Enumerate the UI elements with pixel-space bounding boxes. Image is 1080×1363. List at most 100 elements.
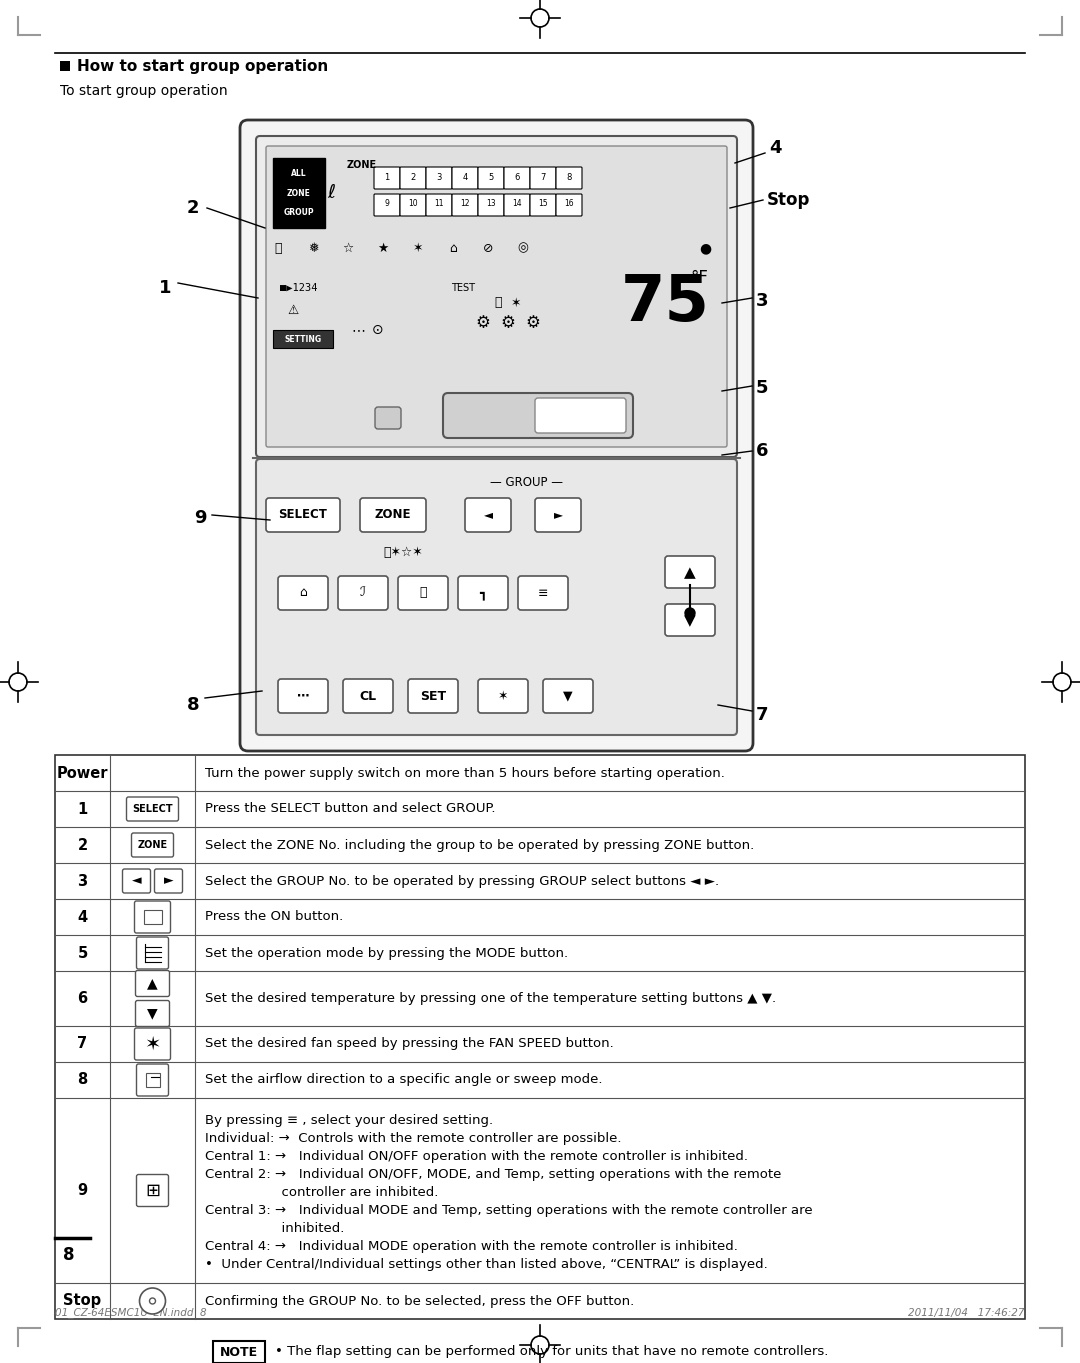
- FancyBboxPatch shape: [374, 168, 400, 189]
- Text: 5: 5: [78, 946, 87, 961]
- Text: 1: 1: [384, 173, 390, 181]
- FancyBboxPatch shape: [136, 1175, 168, 1206]
- Text: 15: 15: [538, 199, 548, 209]
- Text: 7: 7: [540, 173, 545, 181]
- FancyBboxPatch shape: [374, 194, 400, 215]
- Bar: [273, 330, 333, 348]
- Text: Central 1: →   Individual ON/OFF operation with the remote controller is inhibit: Central 1: → Individual ON/OFF operation…: [205, 1150, 748, 1163]
- Text: ■▶1234: ■▶1234: [280, 284, 318, 293]
- Bar: [273, 158, 325, 228]
- Text: 3: 3: [436, 173, 442, 181]
- Text: ⚙: ⚙: [500, 313, 515, 333]
- Bar: [213, 1341, 265, 1363]
- Text: 2011/11/04   17:46:27: 2011/11/04 17:46:27: [908, 1308, 1025, 1318]
- Text: ⚙: ⚙: [475, 313, 490, 333]
- FancyBboxPatch shape: [135, 970, 170, 996]
- FancyBboxPatch shape: [426, 168, 453, 189]
- Text: Select the GROUP No. to be operated by pressing GROUP select buttons ◄ ►.: Select the GROUP No. to be operated by p…: [205, 875, 719, 887]
- Circle shape: [685, 608, 696, 617]
- FancyBboxPatch shape: [256, 136, 737, 457]
- Text: Press the SELECT button and select GROUP.: Press the SELECT button and select GROUP…: [205, 803, 496, 815]
- Text: 8: 8: [78, 1073, 87, 1088]
- Text: 10: 10: [408, 199, 418, 209]
- FancyBboxPatch shape: [126, 797, 178, 821]
- FancyBboxPatch shape: [458, 577, 508, 611]
- Text: Stop: Stop: [64, 1293, 102, 1308]
- Text: SET: SET: [420, 690, 446, 702]
- Text: inhibited.: inhibited.: [205, 1223, 345, 1235]
- FancyBboxPatch shape: [136, 1065, 168, 1096]
- FancyBboxPatch shape: [338, 577, 388, 611]
- Text: 6: 6: [514, 173, 519, 181]
- Text: ▼: ▼: [147, 1006, 158, 1021]
- Text: 12: 12: [460, 199, 470, 209]
- Text: ▼: ▼: [563, 690, 572, 702]
- Text: ZONE: ZONE: [347, 159, 377, 170]
- Text: NOTE: NOTE: [220, 1345, 258, 1359]
- Bar: [55, 755, 1025, 1319]
- Text: ZONE: ZONE: [137, 840, 167, 851]
- Text: Stop: Stop: [767, 191, 810, 209]
- Text: — GROUP —: — GROUP —: [490, 477, 563, 489]
- Text: ★: ★: [377, 241, 389, 255]
- FancyBboxPatch shape: [266, 146, 727, 447]
- Text: 8: 8: [63, 1246, 75, 1264]
- FancyBboxPatch shape: [530, 168, 556, 189]
- Text: Ⓐ: Ⓐ: [274, 241, 282, 255]
- Text: 9: 9: [193, 508, 206, 527]
- FancyBboxPatch shape: [530, 194, 556, 215]
- FancyBboxPatch shape: [426, 194, 453, 215]
- FancyBboxPatch shape: [375, 408, 401, 429]
- Text: Ⓐ: Ⓐ: [495, 297, 502, 309]
- Text: 3: 3: [78, 874, 87, 889]
- Text: 11: 11: [434, 199, 444, 209]
- Text: ►: ►: [554, 508, 563, 522]
- Text: 5: 5: [756, 379, 768, 397]
- Text: SETTING: SETTING: [284, 334, 322, 343]
- FancyBboxPatch shape: [504, 194, 530, 215]
- Text: 75: 75: [621, 273, 710, 334]
- FancyBboxPatch shape: [504, 168, 530, 189]
- FancyBboxPatch shape: [556, 168, 582, 189]
- Text: ≡: ≡: [538, 586, 549, 600]
- Text: Set the operation mode by pressing the MODE button.: Set the operation mode by pressing the M…: [205, 946, 568, 960]
- Text: 13: 13: [486, 199, 496, 209]
- FancyBboxPatch shape: [136, 936, 168, 969]
- Text: ✶: ✶: [511, 297, 522, 309]
- Text: ❅: ❅: [308, 241, 319, 255]
- Text: ⎙: ⎙: [419, 586, 427, 600]
- Text: Central 3: →   Individual MODE and Temp, setting operations with the remote cont: Central 3: → Individual MODE and Temp, s…: [205, 1204, 812, 1217]
- Text: 2: 2: [187, 199, 199, 217]
- FancyBboxPatch shape: [400, 168, 426, 189]
- Text: 8: 8: [187, 696, 200, 714]
- Text: 4: 4: [462, 173, 468, 181]
- FancyBboxPatch shape: [399, 577, 448, 611]
- Text: ▼: ▼: [684, 613, 696, 628]
- Text: Turn the power supply switch on more than 5 hours before starting operation.: Turn the power supply switch on more tha…: [205, 766, 725, 780]
- FancyBboxPatch shape: [535, 398, 626, 433]
- Text: ☆: ☆: [342, 241, 353, 255]
- Text: GROUP: GROUP: [284, 209, 314, 217]
- Text: 7: 7: [78, 1036, 87, 1051]
- Text: 16: 16: [564, 199, 573, 209]
- Text: Power: Power: [57, 766, 108, 781]
- Circle shape: [139, 1288, 165, 1314]
- Text: To start group operation: To start group operation: [60, 85, 228, 98]
- Text: By pressing ≡ , select your desired setting.: By pressing ≡ , select your desired sett…: [205, 1114, 494, 1127]
- FancyBboxPatch shape: [240, 120, 753, 751]
- Text: SELECT: SELECT: [279, 508, 327, 522]
- Text: Set the desired fan speed by pressing the FAN SPEED button.: Set the desired fan speed by pressing th…: [205, 1037, 613, 1051]
- Text: 6: 6: [756, 442, 768, 459]
- Text: ►: ►: [164, 875, 173, 887]
- Text: TEST: TEST: [451, 284, 475, 293]
- Text: •  Under Central/Individual settings other than listed above, “CENTRAL” is displ: • Under Central/Individual settings othe…: [205, 1258, 768, 1272]
- Text: ALL: ALL: [292, 169, 307, 179]
- FancyBboxPatch shape: [453, 194, 478, 215]
- Text: 9: 9: [78, 1183, 87, 1198]
- FancyBboxPatch shape: [478, 679, 528, 713]
- FancyBboxPatch shape: [278, 679, 328, 713]
- FancyBboxPatch shape: [478, 168, 504, 189]
- FancyBboxPatch shape: [556, 194, 582, 215]
- FancyBboxPatch shape: [122, 870, 150, 893]
- FancyBboxPatch shape: [132, 833, 174, 857]
